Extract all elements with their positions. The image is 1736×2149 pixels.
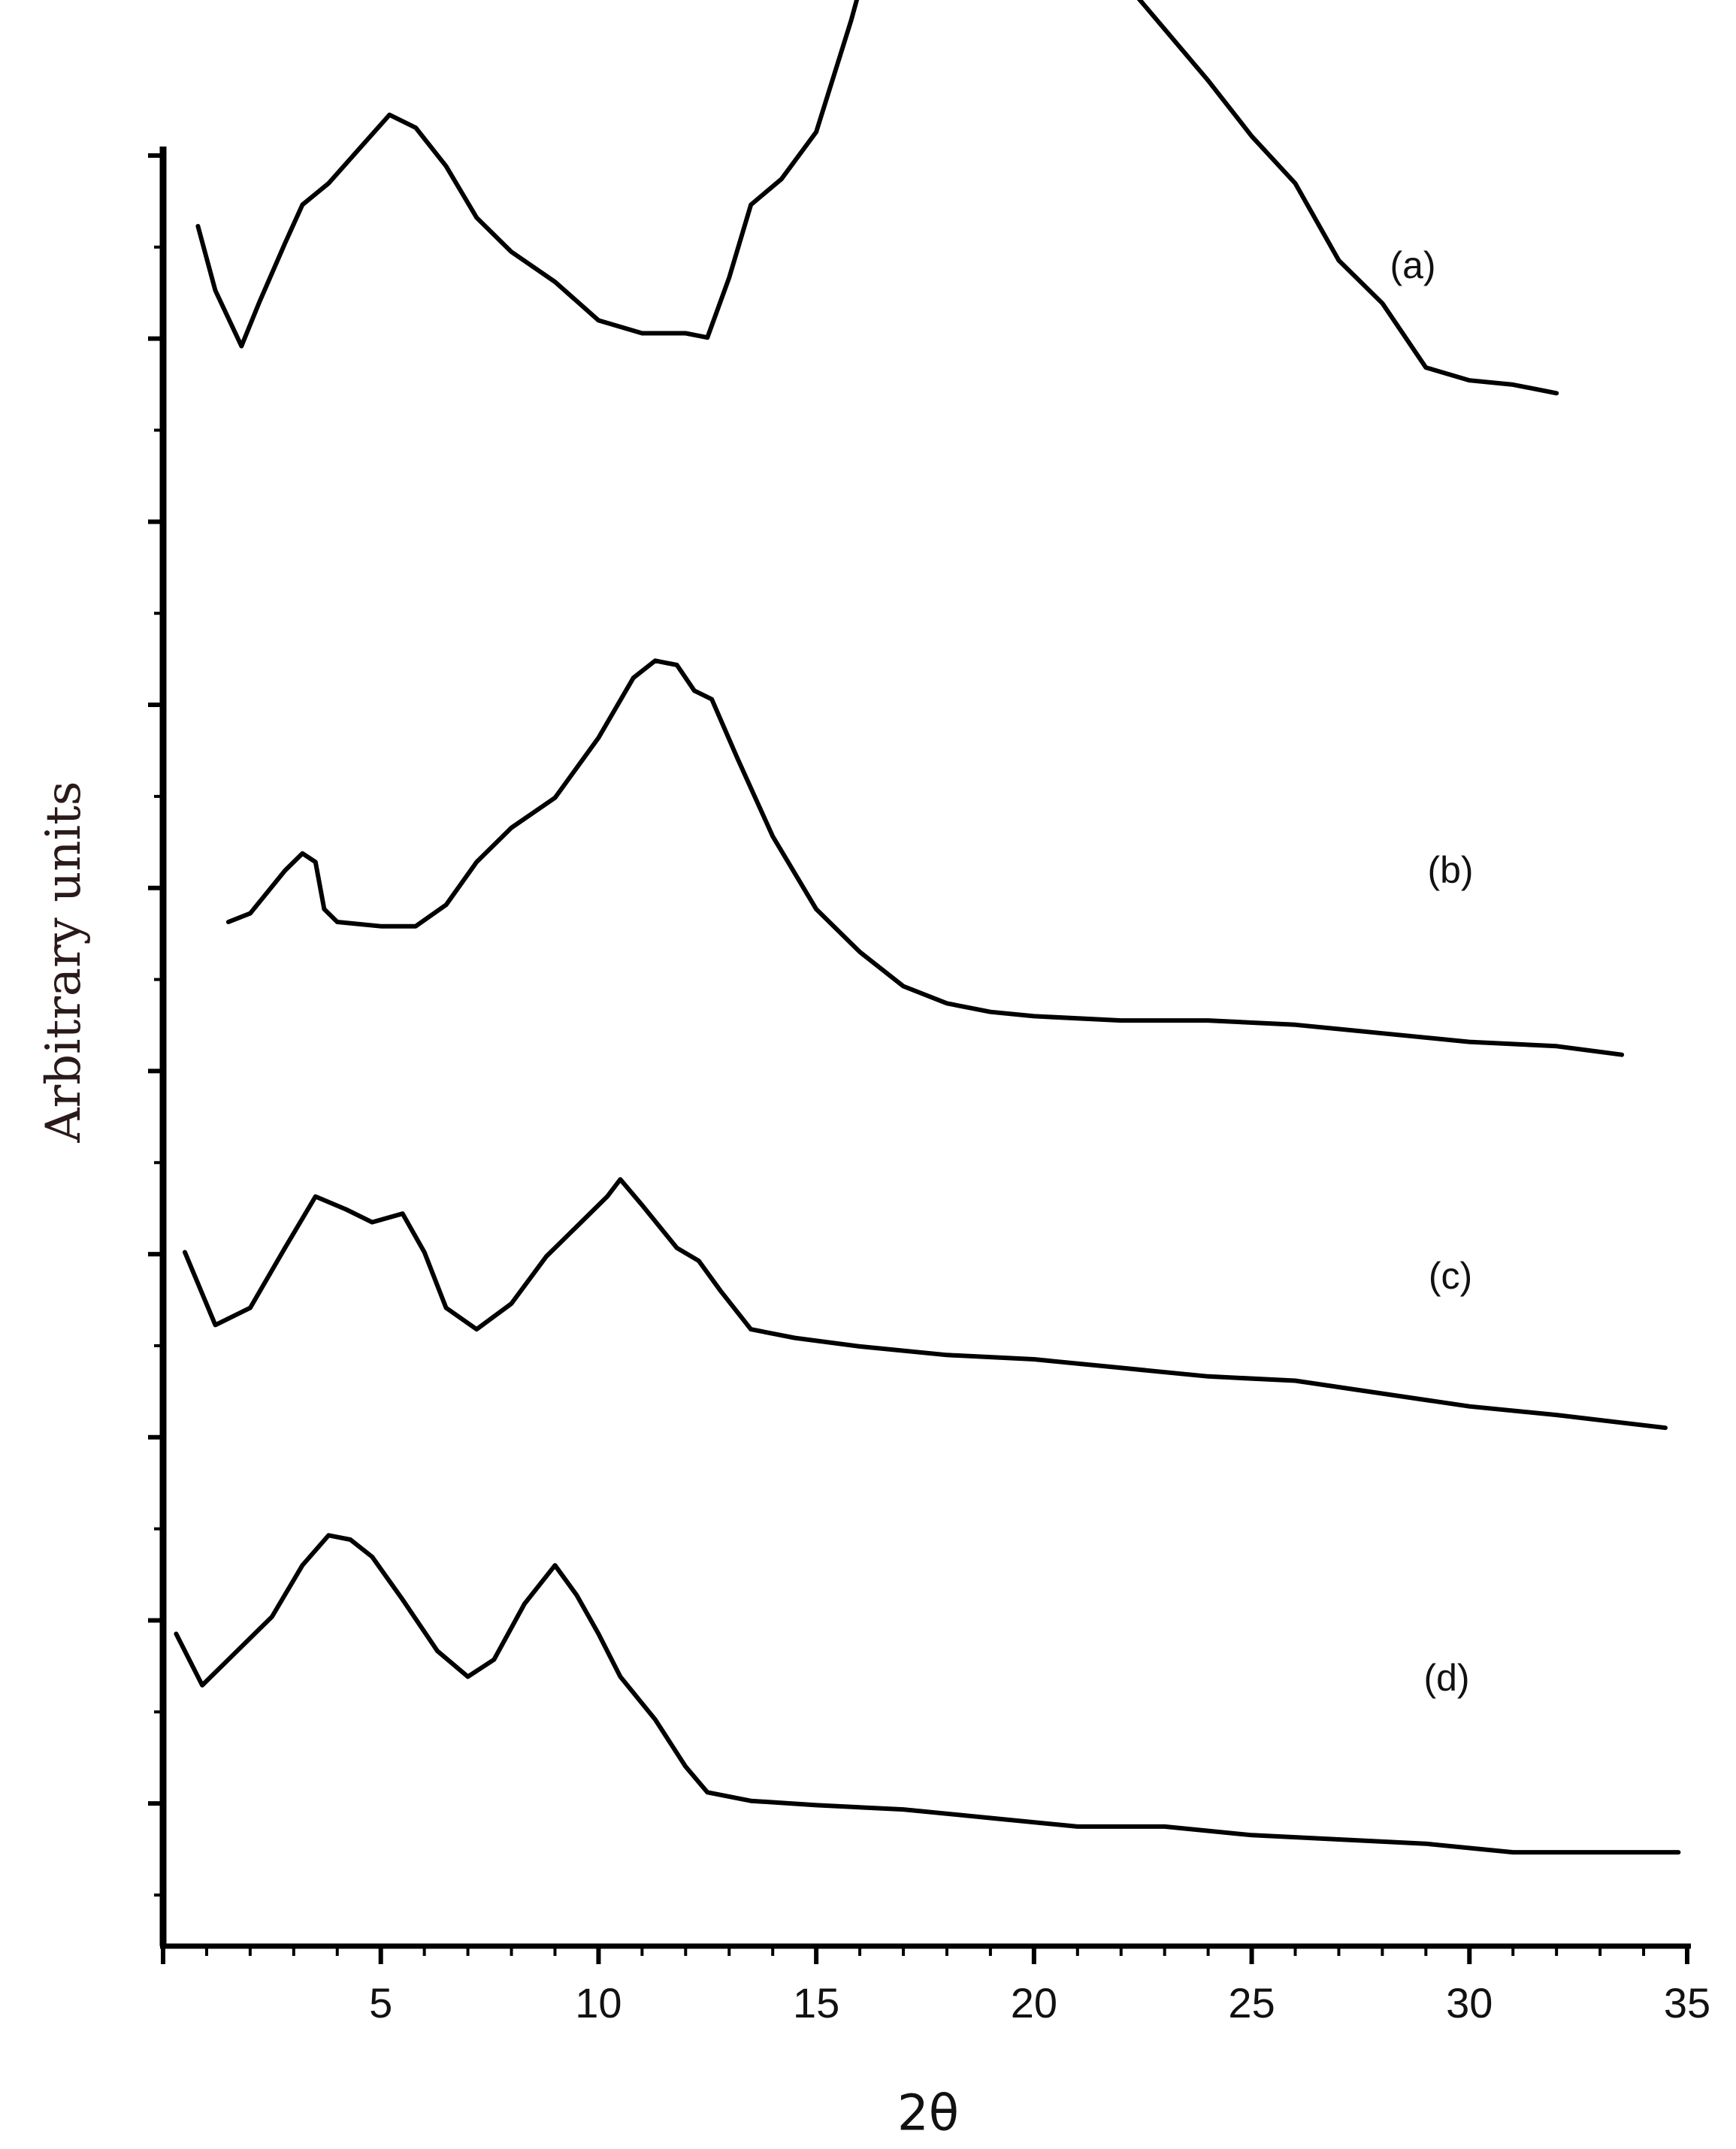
x-tick-label: 30 — [1446, 1979, 1493, 2027]
x-tick-label: 25 — [1228, 1979, 1275, 2027]
x-axis-label: 2θ — [897, 2084, 960, 2142]
series-line-b — [225, 658, 1625, 1057]
x-tick-label: 10 — [575, 1979, 622, 2027]
x-tick-label: 20 — [1011, 1979, 1057, 2027]
series-line-d — [174, 1533, 1681, 1855]
x-tick-label: 15 — [793, 1979, 839, 2027]
series-label-b: (b) — [1427, 849, 1473, 891]
series-line-a — [195, 0, 1559, 396]
series-labels: (a) (b) (c) (d) — [1390, 244, 1473, 1699]
series-label-a: (a) — [1390, 244, 1435, 286]
x-tick-label: 35 — [1664, 1979, 1710, 2027]
x-tick-label: 5 — [369, 1979, 392, 2027]
series-label-d: (d) — [1423, 1657, 1469, 1699]
series-line-c — [183, 1177, 1668, 1431]
axes: 5 10 15 20 25 30 35 — [148, 147, 1710, 2027]
series-label-c: (c) — [1429, 1255, 1472, 1297]
series-layer — [174, 0, 1681, 1855]
y-axis-label: Arbitrary units — [36, 781, 92, 1143]
